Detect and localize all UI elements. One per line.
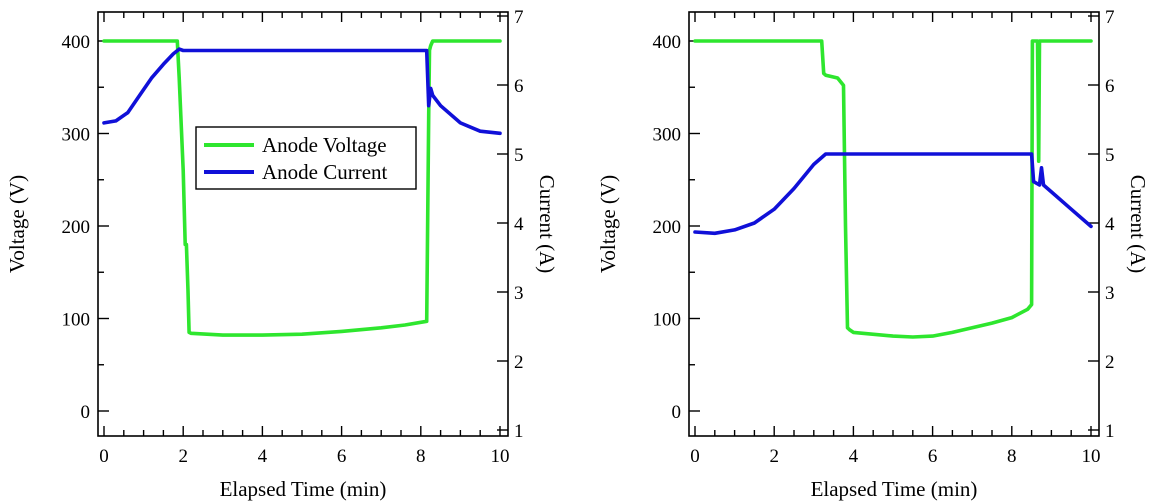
y-left-tick-label: 100 — [653, 310, 682, 331]
y-right-tick-label: 6 — [1105, 76, 1115, 97]
y-left-tick-label: 0 — [81, 402, 91, 423]
y-left-tick-label: 100 — [62, 310, 91, 331]
y-left-tick-label: 200 — [653, 217, 682, 238]
y-left-tick-label: 400 — [653, 32, 682, 53]
y-left-tick-label: 300 — [62, 125, 91, 146]
y-right-axis-title: Current (A) — [1126, 175, 1149, 274]
x-tick-label: 6 — [928, 446, 938, 467]
y-right-axis-title: Current (A) — [535, 175, 559, 274]
plot-frame — [688, 11, 1100, 437]
x-tick-label: 0 — [99, 446, 109, 467]
y-right-tick-label: 3 — [1105, 283, 1115, 304]
y-right-tick-label: 2 — [1105, 352, 1115, 373]
x-tick-label: 4 — [258, 446, 268, 467]
y-left-tick-label: 400 — [62, 32, 91, 53]
y-left-axis-title: Voltage (V) — [5, 175, 29, 273]
x-tick-label: 2 — [178, 446, 188, 467]
legend-label-current: Anode Current — [262, 160, 388, 184]
legend-label-voltage: Anode Voltage — [262, 133, 387, 157]
y-right-tick-label: 6 — [514, 76, 524, 97]
y-right-tick-label: 4 — [1105, 214, 1115, 235]
y-right-tick-label: 2 — [514, 352, 524, 373]
x-axis-title: Elapsed Time (min) — [811, 477, 978, 501]
x-tick-label: 10 — [1082, 446, 1101, 467]
legend-box — [195, 126, 417, 190]
anode-current-line — [102, 47, 502, 136]
y-right-tick-label: 4 — [514, 214, 524, 235]
anode-voltage-line — [693, 39, 1093, 339]
y-left-tick-label: 300 — [653, 125, 682, 146]
y-left-tick-label: 200 — [62, 217, 91, 238]
y-left-axis-title: Voltage (V) — [596, 175, 620, 273]
y-right-tick-label: 7 — [514, 7, 524, 28]
legend: Anode Voltage Anode Current — [195, 126, 417, 190]
y-right-tick-label: 1 — [1105, 421, 1115, 442]
x-tick-label: 8 — [416, 446, 426, 467]
x-tick-label: 10 — [491, 446, 510, 467]
anode-voltage-line — [102, 39, 502, 337]
anode-current-line — [693, 152, 1093, 236]
y-right-tick-label: 7 — [1105, 7, 1115, 28]
y-right-tick-label: 5 — [1105, 145, 1115, 166]
x-axis-title: Elapsed Time (min) — [220, 477, 387, 501]
x-tick-label: 0 — [690, 446, 700, 467]
y-right-tick-label: 5 — [514, 145, 524, 166]
y-right-tick-label: 3 — [514, 283, 524, 304]
x-tick-label: 8 — [1007, 446, 1017, 467]
plot-frame — [97, 11, 509, 437]
x-tick-label: 2 — [769, 446, 779, 467]
x-tick-label: 4 — [849, 446, 859, 467]
x-tick-label: 6 — [337, 446, 347, 467]
y-right-tick-label: 1 — [514, 421, 524, 442]
y-left-tick-label: 0 — [672, 402, 682, 423]
